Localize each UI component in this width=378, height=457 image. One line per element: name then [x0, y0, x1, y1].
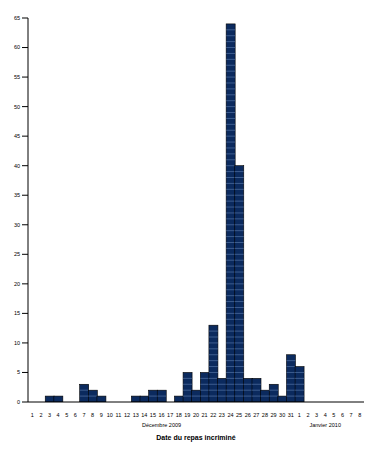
svg-text:20: 20 [193, 412, 199, 418]
svg-text:6: 6 [74, 412, 77, 418]
svg-text:40: 40 [14, 163, 20, 169]
svg-text:55: 55 [14, 74, 20, 80]
svg-text:10: 10 [107, 412, 113, 418]
svg-text:0: 0 [17, 399, 20, 405]
svg-text:7: 7 [350, 412, 353, 418]
svg-text:2: 2 [39, 412, 42, 418]
svg-text:30: 30 [14, 222, 20, 228]
svg-text:5: 5 [332, 412, 335, 418]
svg-text:19: 19 [184, 412, 190, 418]
svg-text:28: 28 [262, 412, 268, 418]
svg-text:50: 50 [14, 104, 20, 110]
svg-text:25: 25 [236, 412, 242, 418]
svg-text:65: 65 [14, 15, 20, 21]
svg-text:4: 4 [324, 412, 327, 418]
svg-text:3: 3 [48, 412, 51, 418]
svg-text:2: 2 [306, 412, 309, 418]
svg-text:6: 6 [341, 412, 344, 418]
svg-text:17: 17 [167, 412, 173, 418]
svg-text:4: 4 [57, 412, 60, 418]
svg-text:23: 23 [219, 412, 225, 418]
svg-text:5: 5 [17, 369, 20, 375]
svg-text:27: 27 [253, 412, 259, 418]
svg-text:16: 16 [158, 412, 164, 418]
svg-text:35: 35 [14, 192, 20, 198]
svg-text:15: 15 [14, 310, 20, 316]
svg-text:21: 21 [202, 412, 208, 418]
svg-text:12: 12 [124, 412, 130, 418]
svg-text:5: 5 [65, 412, 68, 418]
svg-text:7: 7 [82, 412, 85, 418]
svg-text:3: 3 [315, 412, 318, 418]
svg-text:20: 20 [14, 281, 20, 287]
svg-text:8: 8 [358, 412, 361, 418]
svg-text:Date du repas incriminé: Date du repas incriminé [156, 434, 235, 442]
svg-text:8: 8 [91, 412, 94, 418]
svg-text:26: 26 [245, 412, 251, 418]
svg-text:15: 15 [150, 412, 156, 418]
svg-text:9: 9 [100, 412, 103, 418]
svg-text:1: 1 [31, 412, 34, 418]
svg-text:30: 30 [279, 412, 285, 418]
svg-text:24: 24 [227, 412, 233, 418]
svg-text:10: 10 [14, 340, 20, 346]
svg-text:Janvier 2010: Janvier 2010 [309, 422, 341, 428]
svg-text:13: 13 [133, 412, 139, 418]
svg-text:Décembre 2009: Décembre 2009 [142, 422, 181, 428]
svg-text:31: 31 [288, 412, 294, 418]
svg-text:45: 45 [14, 133, 20, 139]
svg-text:1: 1 [298, 412, 301, 418]
svg-text:29: 29 [270, 412, 276, 418]
svg-text:14: 14 [141, 412, 147, 418]
svg-text:60: 60 [14, 44, 20, 50]
svg-text:22: 22 [210, 412, 216, 418]
svg-text:25: 25 [14, 251, 20, 257]
svg-text:18: 18 [176, 412, 182, 418]
svg-text:11: 11 [116, 412, 122, 418]
